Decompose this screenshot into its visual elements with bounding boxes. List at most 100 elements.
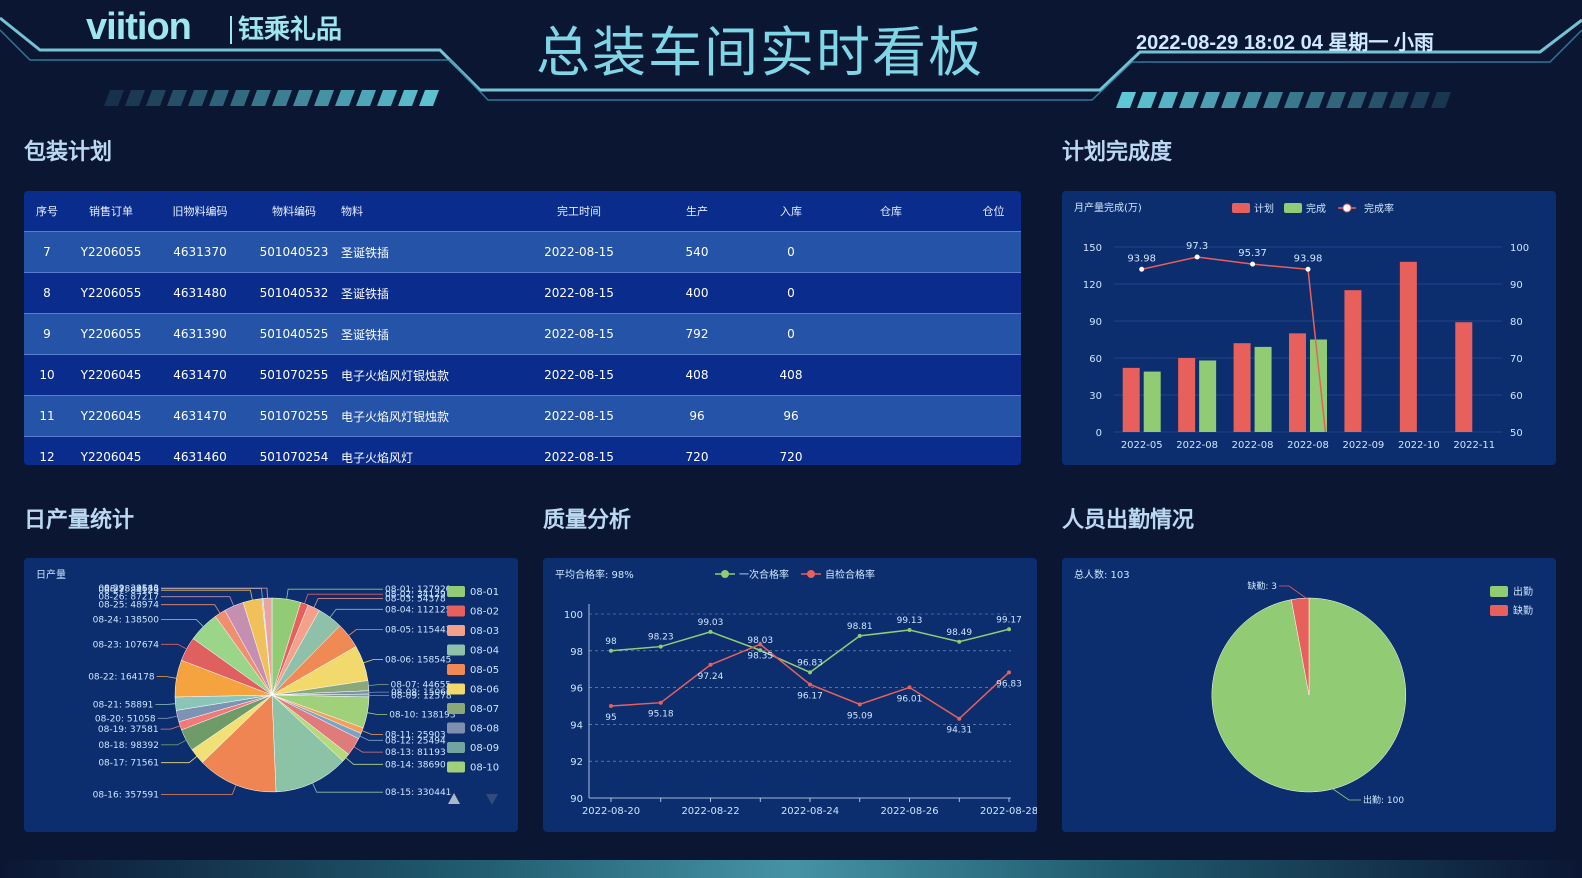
slice-label: 缺勤: 3 <box>1247 580 1277 592</box>
legend-label: 08-05 <box>470 665 499 676</box>
header-stripes-left <box>104 90 439 106</box>
table-cell: Y2206055 <box>70 313 152 355</box>
slice-label: 08-29: 39543 <box>98 584 159 594</box>
data-label: 99.17 <box>996 615 1022 625</box>
header-stripe <box>1284 92 1304 108</box>
x-tick-label: 2022-11 <box>1453 440 1495 451</box>
label-leader-line <box>157 715 178 719</box>
table-cell: 720 <box>766 436 816 465</box>
y-tick-label: 60 <box>1089 354 1102 365</box>
slice-label: 08-20: 51058 <box>95 714 156 724</box>
legend-page-up-icon[interactable] <box>448 793 460 804</box>
header-stripe <box>1368 92 1388 108</box>
x-tick-label: 2022-08-24 <box>781 806 839 817</box>
data-label: 93.98 <box>1294 253 1323 264</box>
legend-dot <box>1342 203 1352 213</box>
table-cell: 11 <box>24 395 70 437</box>
data-point <box>658 644 663 649</box>
x-tick-label: 2022-05 <box>1121 440 1163 451</box>
slice-label: 08-17: 71561 <box>98 759 159 769</box>
table-cell <box>816 272 966 314</box>
data-label: 96.01 <box>897 694 923 704</box>
data-point <box>857 702 862 707</box>
x-tick-label: 2022-08-22 <box>681 806 739 817</box>
table-row: 11 Y2206045 4631470 501070255 电子火焰风灯银烛款 … <box>24 395 1021 437</box>
table-cell <box>816 395 966 437</box>
slice-label: 08-12: 25494 <box>385 736 446 746</box>
column-header: 完工时间 <box>530 191 628 232</box>
y2-tick-label: 100 <box>1510 243 1529 254</box>
slice-label: 出勤: 100 <box>1363 794 1404 806</box>
table-cell: 408 <box>766 354 816 396</box>
data-label: 98.35 <box>747 651 773 661</box>
legend-label: 完成率 <box>1364 202 1394 215</box>
label-leader-line <box>156 676 177 679</box>
slice-label: 08-09: 12578 <box>391 692 452 702</box>
data-label: 98.23 <box>648 633 674 643</box>
legend-label: 出勤 <box>1513 585 1533 598</box>
table-cell: 2022-08-15 <box>530 354 628 396</box>
header-frame <box>0 16 1582 108</box>
legend-swatch <box>1490 605 1508 616</box>
label-leader-line <box>161 739 187 746</box>
slice-label: 08-13: 81193 <box>385 748 446 758</box>
y-tick-label: 0 <box>1096 428 1102 439</box>
table-cell: 电子火焰风灯银烛款 <box>340 395 530 437</box>
legend-page-down-icon[interactable] <box>486 794 498 805</box>
data-label: 99.03 <box>698 618 724 628</box>
data-label: 96.83 <box>797 658 823 668</box>
packing-plan-table: 序号 销售订单 旧物料编码 物料编码 物料 完工时间 生产 入库 仓库 仓位 7… <box>24 191 1021 465</box>
table-header-row: 序号 销售订单 旧物料编码 物料编码 物料 完工时间 生产 入库 仓库 仓位 <box>24 191 1021 232</box>
legend-swatch <box>1284 203 1302 213</box>
section-title-packing-plan: 包装计划 <box>24 140 113 165</box>
plan-bar <box>1455 322 1473 432</box>
header-stripe <box>1305 92 1325 108</box>
label-leader-line <box>345 757 383 765</box>
table-cell: 4631390 <box>152 313 248 355</box>
y2-tick-label: 50 <box>1510 428 1523 439</box>
data-label: 96.17 <box>797 691 823 701</box>
label-leader-line <box>286 588 383 600</box>
data-label: 95.18 <box>648 710 674 720</box>
section-title-daily-output: 日产量统计 <box>24 508 135 533</box>
pie-slice <box>201 694 277 793</box>
column-header: 物料 <box>340 191 530 232</box>
header-stripe <box>230 90 250 106</box>
y-tick-label: 100 <box>564 610 583 621</box>
chart-title: 总人数: 103 <box>1074 568 1130 581</box>
legend-swatch <box>447 586 465 597</box>
slice-label: 08-26: 87217 <box>98 593 159 603</box>
slice-label: 08-11: 25903 <box>385 730 446 740</box>
data-point <box>957 639 962 644</box>
slice-label: 08-01: 127920 <box>385 585 452 595</box>
header-stripe <box>1242 92 1262 108</box>
header-stripe <box>125 90 145 106</box>
header-stripe <box>104 90 124 106</box>
legend-swatch <box>447 683 465 695</box>
header-stripe <box>314 90 334 106</box>
legend-swatch <box>447 664 465 675</box>
slice-label: 08-03: 54378 <box>385 594 446 604</box>
label-leader-line <box>367 712 388 715</box>
table-cell: Y2206045 <box>70 436 152 465</box>
slice-label: 08-04: 112125 <box>385 605 451 615</box>
column-header: 序号 <box>24 191 70 232</box>
section-title-attendance: 人员出勤情况 <box>1062 508 1195 533</box>
table-cell: 501040525 <box>248 313 340 355</box>
chart-title: 月产量完成(万) <box>1074 201 1142 214</box>
slice-label: 08-23: 107674 <box>93 640 160 650</box>
table-row: 9 Y2206055 4631390 501040525 圣诞铁插 2022-0… <box>24 313 1021 355</box>
table-cell: 501040532 <box>248 272 340 314</box>
legend-label: 一次合格率 <box>739 568 789 581</box>
y-tick-label: 96 <box>570 684 583 695</box>
table-cell: 720 <box>628 436 766 465</box>
data-label: 98 <box>605 637 617 647</box>
plan-bar <box>1399 261 1417 432</box>
legend-dot <box>807 570 815 578</box>
y2-tick-label: 80 <box>1510 317 1523 328</box>
legend-label: 完成 <box>1306 202 1326 215</box>
table-cell: 4631470 <box>152 395 248 437</box>
plan-bar <box>1289 333 1306 432</box>
